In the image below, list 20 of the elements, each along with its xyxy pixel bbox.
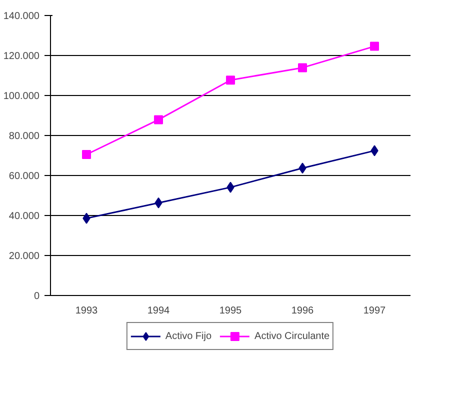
point bbox=[370, 42, 379, 51]
y-tick-label: 60.000 bbox=[8, 171, 40, 182]
legend-label: Activo Fijo bbox=[165, 330, 212, 342]
point bbox=[298, 63, 307, 72]
y-tick-label: 120.000 bbox=[3, 51, 40, 62]
point bbox=[82, 150, 91, 159]
y-tick-label: 140.000 bbox=[3, 11, 40, 22]
x-tick-label: 1994 bbox=[147, 306, 170, 316]
point bbox=[226, 76, 235, 85]
x-tick-label: 1996 bbox=[291, 306, 314, 316]
y-tick-label: 0 bbox=[34, 291, 40, 302]
point bbox=[154, 115, 163, 124]
y-tick-label: 40.000 bbox=[8, 211, 40, 222]
legend-label: Activo Circulante bbox=[254, 330, 330, 342]
y-tick-label: 20.000 bbox=[8, 251, 40, 262]
x-tick-label: 1997 bbox=[363, 306, 386, 316]
x-tick-label: 1993 bbox=[75, 306, 98, 316]
y-tick-label: 100.000 bbox=[3, 91, 40, 102]
x-tick-label: 1995 bbox=[219, 306, 242, 316]
y-tick-label: 80.000 bbox=[8, 131, 40, 142]
